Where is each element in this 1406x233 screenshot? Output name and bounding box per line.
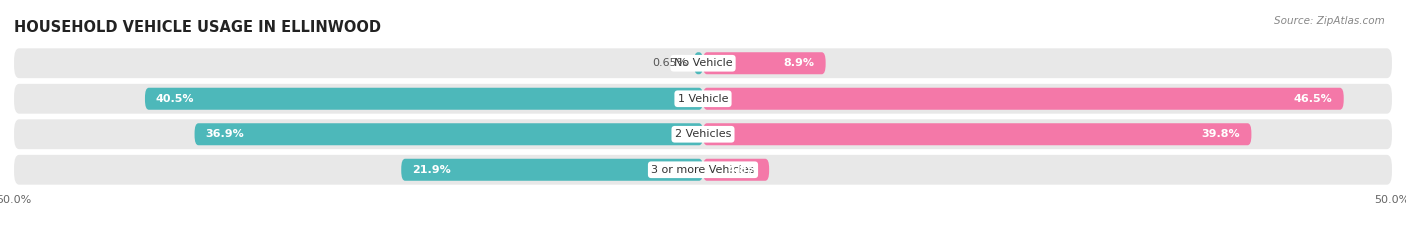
Text: 1 Vehicle: 1 Vehicle (678, 94, 728, 104)
Text: 40.5%: 40.5% (156, 94, 194, 104)
Text: HOUSEHOLD VEHICLE USAGE IN ELLINWOOD: HOUSEHOLD VEHICLE USAGE IN ELLINWOOD (14, 20, 381, 35)
FancyBboxPatch shape (14, 155, 1392, 185)
FancyBboxPatch shape (14, 119, 1392, 149)
FancyBboxPatch shape (14, 84, 1392, 114)
FancyBboxPatch shape (703, 123, 1251, 145)
Text: 4.8%: 4.8% (727, 165, 758, 175)
Text: 46.5%: 46.5% (1294, 94, 1333, 104)
Text: 3 or more Vehicles: 3 or more Vehicles (651, 165, 755, 175)
FancyBboxPatch shape (14, 48, 1392, 78)
Text: 2 Vehicles: 2 Vehicles (675, 129, 731, 139)
FancyBboxPatch shape (703, 88, 1344, 110)
Text: 36.9%: 36.9% (205, 129, 245, 139)
FancyBboxPatch shape (194, 123, 703, 145)
FancyBboxPatch shape (703, 159, 769, 181)
Text: 0.65%: 0.65% (652, 58, 688, 68)
Text: 8.9%: 8.9% (783, 58, 814, 68)
Text: No Vehicle: No Vehicle (673, 58, 733, 68)
FancyBboxPatch shape (145, 88, 703, 110)
FancyBboxPatch shape (703, 52, 825, 74)
Text: 39.8%: 39.8% (1202, 129, 1240, 139)
FancyBboxPatch shape (695, 52, 703, 74)
Text: 21.9%: 21.9% (412, 165, 451, 175)
FancyBboxPatch shape (401, 159, 703, 181)
Text: Source: ZipAtlas.com: Source: ZipAtlas.com (1274, 16, 1385, 26)
